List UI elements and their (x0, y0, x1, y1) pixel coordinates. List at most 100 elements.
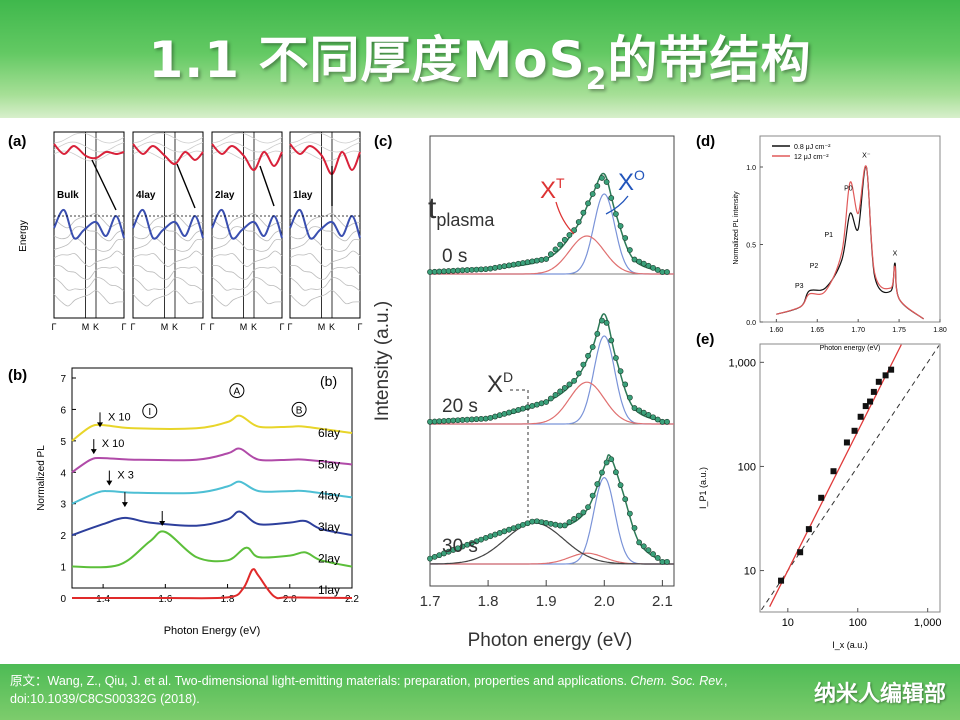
conduction-band (211, 143, 283, 171)
peak-arrowhead (121, 502, 128, 508)
data-point (589, 344, 596, 350)
transition-arrow (259, 165, 275, 207)
conduction-band (132, 143, 204, 166)
xtick-label: 100 (849, 617, 867, 629)
k-point-label: Γ (52, 322, 57, 332)
data-point (645, 412, 652, 418)
data-point (650, 264, 656, 271)
data-point (538, 256, 545, 263)
peak-arrowhead (90, 449, 97, 455)
xtick-label: 1.60 (770, 327, 784, 334)
data-point (506, 262, 512, 269)
pl-series-1 (776, 165, 924, 320)
panel-d-label: (d) (696, 133, 715, 150)
k-point-label: Γ (131, 322, 136, 332)
panel-c-ylabel: Intensity (a.u.) (372, 301, 393, 421)
ytick-label: 1 (60, 563, 66, 574)
xtick-label: 1.8 (221, 594, 235, 605)
panel-e-frame (759, 343, 941, 613)
data-point (501, 263, 508, 270)
valence-band-gray (132, 237, 204, 252)
valence-band-gray (211, 212, 283, 229)
multiplier-label: X 3 (117, 470, 134, 482)
data-point (622, 381, 629, 388)
data-point (640, 543, 647, 550)
data-point (571, 227, 577, 234)
k-point-label: K (329, 322, 335, 332)
data-point (888, 366, 895, 373)
valence-band-gray (211, 276, 283, 292)
k-point-label: Γ (280, 322, 285, 332)
peak-arrowhead (97, 422, 103, 428)
panel-e-label: (e) (696, 331, 714, 348)
panel-b-ylabel: Normalized PL (36, 445, 47, 511)
peak-arrowhead (106, 480, 113, 486)
data-point (603, 179, 610, 185)
valence-band-gray (289, 290, 361, 307)
peak-label: P2 (810, 263, 819, 270)
title-main: 1.1 不同厚度MoS (148, 31, 586, 89)
ytick-label: 100 (738, 461, 756, 473)
peak-label: P1 (824, 232, 833, 239)
time-label: 20 s (442, 396, 478, 417)
panel-b-label: (b) (8, 367, 27, 384)
data-point (561, 236, 568, 243)
panel-b-frame (71, 367, 353, 589)
data-point (599, 175, 605, 181)
panel-d-plot: 1.60 1.65 1.70 1.75 1.80 0.0 0.5 1.0 0.8 μJ cm⁻²… (746, 144, 947, 334)
xd-pointer (510, 389, 529, 518)
data-point (594, 183, 601, 189)
peak-circle-label: B (296, 405, 303, 416)
figure-area: (a) Energy Bulk Γ M K Γ 4lay Γ M K Γ 2lay Γ M K Γ 1lay Γ… (0, 118, 960, 664)
data-point (626, 394, 633, 401)
data-point (561, 522, 568, 529)
data-point (603, 459, 610, 466)
peak-circle (142, 403, 158, 419)
data-point (622, 235, 629, 241)
data-point (482, 415, 489, 422)
data-point (575, 512, 582, 519)
xtick-label: 1.80 (933, 327, 947, 334)
panel-c-frame (429, 135, 675, 587)
xtick-label: 2.1 (652, 593, 673, 610)
panel-c-t-label: tplasma (428, 192, 495, 230)
data-point (664, 418, 670, 425)
data-point (645, 262, 652, 269)
xtick-label: 1.8 (478, 593, 499, 610)
data-point (882, 372, 889, 379)
data-point (870, 388, 877, 395)
xtick-label: 10 (782, 617, 794, 629)
multiplier-label: X 10 (102, 438, 125, 450)
data-point (594, 330, 601, 337)
valence-band (211, 209, 283, 240)
k-point-label: K (251, 322, 257, 332)
data-point (830, 468, 837, 475)
panel-e-plot: 1,000 100 10 10 100 1,000 (728, 344, 941, 629)
data-point (552, 521, 559, 528)
ytick-label: 1.0 (746, 165, 756, 172)
panel-c-label: (c) (374, 133, 392, 150)
valence-band-gray (53, 265, 125, 280)
citation-text: 原文：Wang, Z., Qiu, J. et al. Two-dimensio… (10, 674, 728, 706)
data-point (636, 407, 643, 414)
data-point (664, 558, 670, 565)
xt-component (430, 381, 674, 425)
peak-arrowhead (159, 521, 166, 526)
data-point (857, 413, 864, 420)
valence-band-gray (289, 265, 361, 280)
legend-label: 12 μJ cm⁻² (794, 154, 829, 161)
k-point-label: Γ (201, 322, 206, 332)
conduction-band-gray (132, 132, 204, 144)
data-point (552, 392, 559, 398)
pl-series-1lay (71, 568, 353, 600)
data-point (571, 377, 577, 384)
data-point (650, 551, 656, 557)
k-point-label: M (318, 322, 326, 332)
spectrum-30 s: 30 s (427, 454, 674, 565)
xtick-label: 1.6 (158, 594, 172, 605)
panel-c-xd-label: XD (487, 369, 513, 398)
layer-label: 4lay (136, 190, 156, 201)
time-label: 0 s (442, 246, 467, 267)
data-point (650, 414, 656, 421)
data-point (575, 219, 582, 225)
